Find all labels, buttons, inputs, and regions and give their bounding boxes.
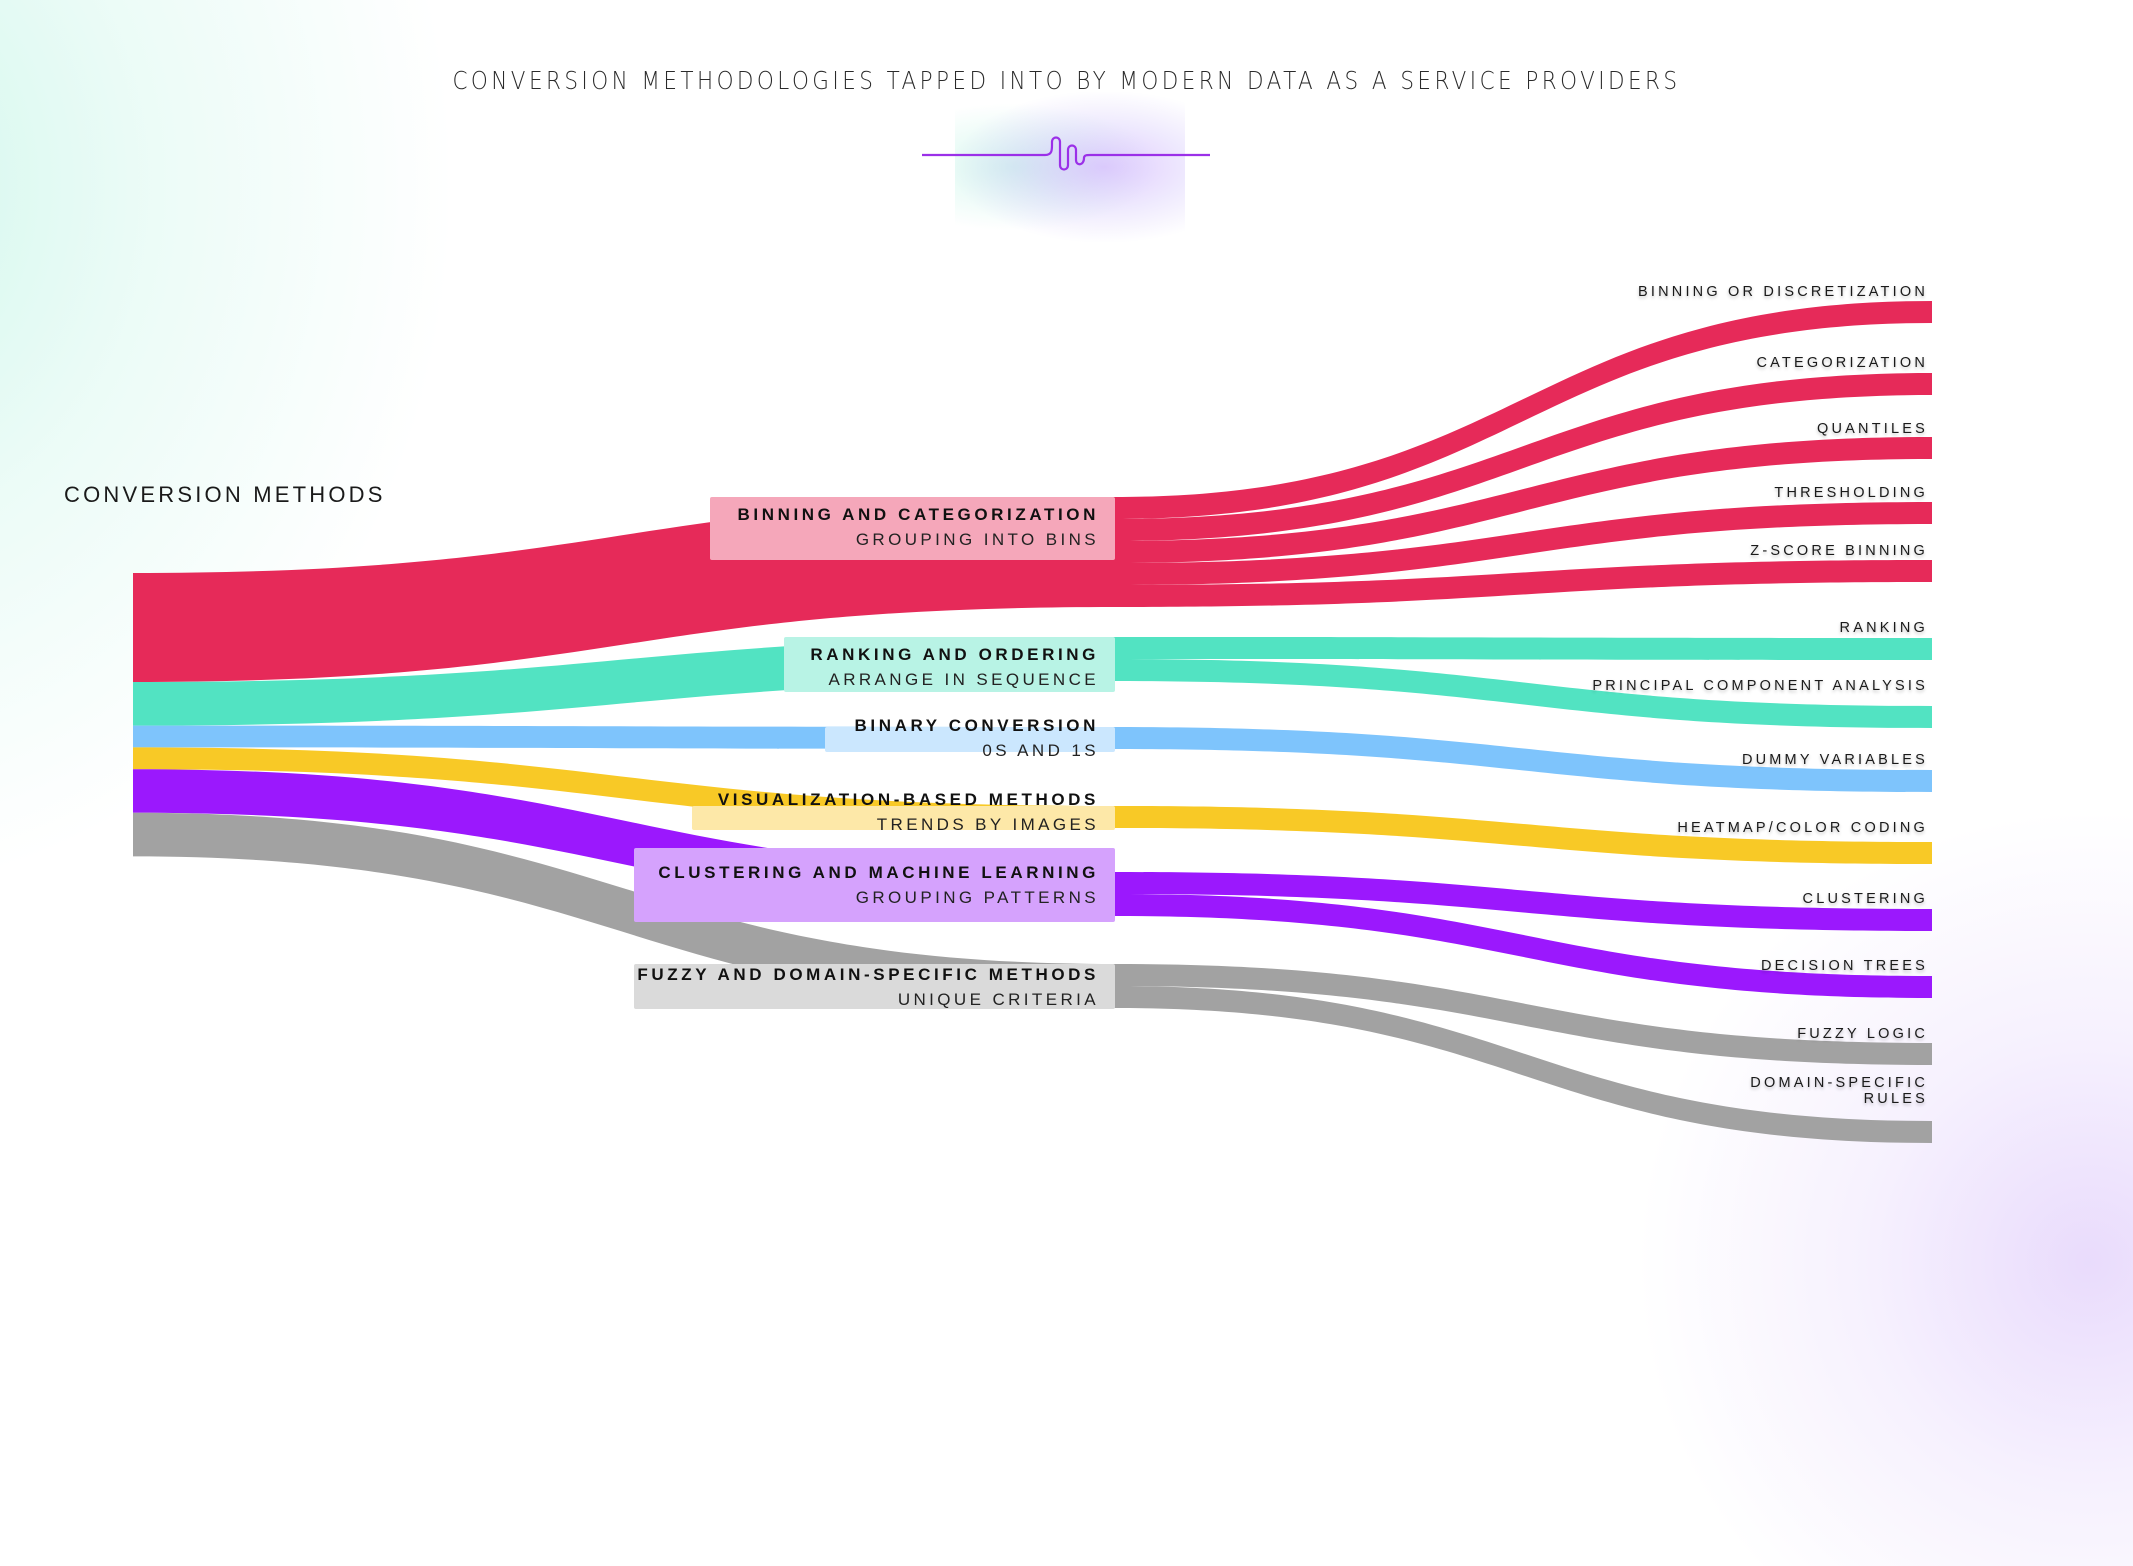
category-name: BINARY CONVERSION bbox=[854, 716, 1099, 735]
category-name: VISUALIZATION-BASED METHODS bbox=[717, 790, 1099, 809]
category-node-label: BINARY CONVERSION 0S AND 1S bbox=[855, 716, 1099, 761]
category-subtitle: TRENDS BY IMAGES bbox=[876, 815, 1099, 834]
category-name: RANKING AND ORDERING bbox=[810, 645, 1099, 664]
link-5-leaf-1 bbox=[1115, 986, 1932, 1143]
leaf-label: HEATMAP/COLOR CODING bbox=[1677, 820, 1928, 836]
leaf-label: DUMMY VARIABLES bbox=[1741, 752, 1928, 768]
link-source-to-5 bbox=[133, 812, 1115, 1008]
link-0-leaf-3 bbox=[1115, 502, 1932, 585]
link-0-leaf-0 bbox=[1115, 301, 1932, 519]
link-5-leaf-0 bbox=[1115, 964, 1932, 1065]
category-subtitle: GROUPING PATTERNS bbox=[855, 888, 1099, 907]
link-0-leaf-1 bbox=[1115, 373, 1932, 541]
category-subtitle: GROUPING INTO BINS bbox=[855, 530, 1099, 549]
node-label-background bbox=[634, 964, 1115, 1009]
category-node-label: RANKING AND ORDERING ARRANGE IN SEQUENCE bbox=[810, 645, 1099, 690]
node-label-background bbox=[692, 806, 1115, 830]
category-node-label: FUZZY AND DOMAIN-SPECIFIC METHODS UNIQUE … bbox=[637, 965, 1099, 1010]
category-name: BINNING AND CATEGORIZATION bbox=[737, 505, 1099, 524]
node-label-background bbox=[825, 727, 1115, 752]
leaf-label: Z-SCORE BINNING bbox=[1750, 543, 1928, 559]
leaf-label: THRESHOLDING bbox=[1774, 485, 1928, 501]
category-node-label: VISUALIZATION-BASED METHODS TRENDS BY IMA… bbox=[718, 790, 1099, 835]
waveform-divider-icon bbox=[922, 136, 1210, 171]
category-name: CLUSTERING AND MACHINE LEARNING bbox=[658, 863, 1099, 882]
link-4-leaf-0 bbox=[1115, 872, 1932, 931]
sankey-chart bbox=[133, 136, 1932, 1143]
node-label-background bbox=[710, 497, 1115, 560]
source-node-label: CONVERSION METHODS bbox=[64, 482, 386, 507]
leaf-label-line: RULES bbox=[1863, 1091, 1928, 1107]
link-2-leaf-0 bbox=[1115, 727, 1932, 792]
leaf-label: DOMAIN-SPECIFIC RULES bbox=[1750, 1075, 1928, 1107]
link-4-leaf-1 bbox=[1115, 894, 1932, 998]
leaf-label: CLUSTERING bbox=[1802, 891, 1928, 907]
leaf-label: BINNING OR DISCRETIZATION bbox=[1638, 284, 1928, 300]
link-1-leaf-0 bbox=[1115, 637, 1932, 660]
category-node-label: BINNING AND CATEGORIZATION GROUPING INTO … bbox=[738, 505, 1100, 550]
leaf-label: CATEGORIZATION bbox=[1756, 355, 1928, 371]
category-name: FUZZY AND DOMAIN-SPECIFIC METHODS bbox=[637, 965, 1099, 984]
link-0-leaf-4 bbox=[1115, 560, 1932, 607]
link-3-leaf-0 bbox=[1115, 806, 1932, 864]
leaf-label: FUZZY LOGIC bbox=[1797, 1026, 1928, 1042]
link-1-leaf-1 bbox=[1115, 659, 1932, 728]
category-subtitle: 0S AND 1S bbox=[982, 741, 1099, 760]
leaf-label: DECISION TREES bbox=[1760, 958, 1928, 974]
chart-title: CONVERSION METHODOLOGIES TAPPED INTO BY … bbox=[452, 66, 1681, 95]
leaf-label: QUANTILES bbox=[1817, 421, 1928, 437]
node-label-background bbox=[784, 637, 1115, 692]
link-0-leaf-2 bbox=[1115, 437, 1932, 563]
leaf-label: RANKING bbox=[1839, 620, 1928, 636]
category-subtitle: ARRANGE IN SEQUENCE bbox=[828, 670, 1099, 689]
leaf-label: PRINCIPAL COMPONENT ANALYSIS bbox=[1592, 678, 1928, 694]
category-subtitle: UNIQUE CRITERIA bbox=[897, 990, 1099, 1009]
category-node-label: CLUSTERING AND MACHINE LEARNING GROUPING … bbox=[658, 863, 1099, 908]
node-label-background bbox=[634, 848, 1115, 922]
leaf-label-line: DOMAIN-SPECIFIC bbox=[1750, 1075, 1928, 1091]
